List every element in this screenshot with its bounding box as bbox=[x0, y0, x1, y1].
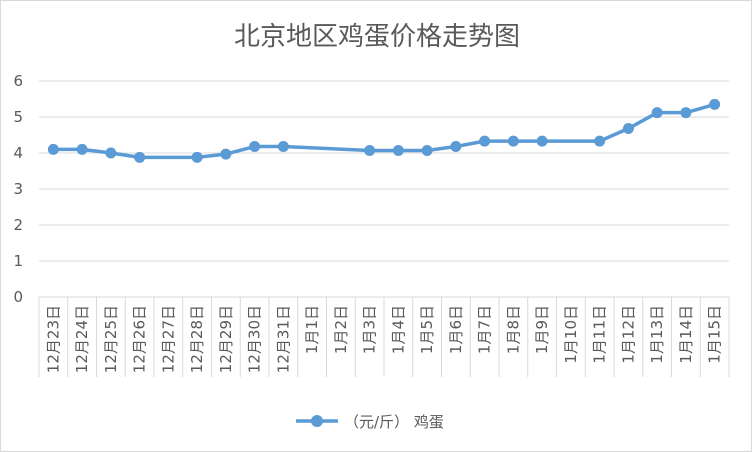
x-tick-label: 1月9日 bbox=[533, 305, 551, 354]
data-point bbox=[220, 148, 232, 160]
data-point bbox=[507, 135, 519, 147]
data-point bbox=[105, 147, 117, 159]
x-tick-label: 1月8日 bbox=[504, 305, 522, 354]
series-layer bbox=[47, 98, 721, 163]
grid-lines bbox=[39, 80, 729, 298]
legend-label: （元/斤） 鸡蛋 bbox=[344, 413, 444, 431]
data-point bbox=[651, 107, 663, 119]
x-tick-label: 12月23日 bbox=[44, 305, 62, 373]
data-point bbox=[134, 151, 146, 163]
x-tick-label: 12月25日 bbox=[102, 305, 120, 373]
legend-marker bbox=[311, 415, 323, 427]
y-tick-label: 3 bbox=[13, 180, 23, 198]
series-line bbox=[53, 102, 716, 160]
x-tick-label: 1月1日 bbox=[303, 305, 321, 354]
x-tick-label: 1月10日 bbox=[562, 305, 580, 364]
data-point bbox=[47, 143, 59, 155]
x-tick-label: 1月11日 bbox=[591, 305, 609, 364]
data-point bbox=[249, 141, 261, 153]
x-tick-label: 1月15日 bbox=[706, 305, 724, 364]
x-tick-label: 1月7日 bbox=[476, 305, 494, 354]
data-point bbox=[392, 144, 404, 156]
x-tick-label: 1月2日 bbox=[332, 305, 350, 354]
x-tick-label: 12月29日 bbox=[217, 305, 235, 373]
data-point bbox=[479, 135, 491, 147]
x-tick-label: 1月6日 bbox=[447, 305, 465, 354]
x-tick-label: 12月28日 bbox=[188, 305, 206, 373]
data-point bbox=[536, 135, 548, 147]
x-axis: 12月23日 12月24日 12月25日 12月26日 12月27日 12月28日 12月2… bbox=[38, 297, 730, 377]
y-tick-label: 1 bbox=[13, 252, 23, 270]
x-tick-label: 1月5日 bbox=[418, 305, 436, 354]
x-tick-label: 1月3日 bbox=[361, 305, 379, 354]
data-point bbox=[709, 98, 721, 110]
y-tick-label: 0 bbox=[13, 288, 23, 306]
data-point bbox=[680, 107, 692, 119]
x-tick-label: 1月13日 bbox=[648, 305, 666, 364]
y-tick-label: 2 bbox=[13, 216, 23, 234]
data-point bbox=[277, 141, 289, 153]
y-tick-label: 4 bbox=[13, 144, 23, 162]
data-point bbox=[450, 141, 462, 153]
chart-title: 北京地区鸡蛋价格走势图 bbox=[234, 22, 520, 52]
x-tick-label: 12月31日 bbox=[274, 305, 292, 373]
x-tick-label: 12月30日 bbox=[246, 305, 264, 373]
x-tick-label: 1月12日 bbox=[619, 305, 637, 364]
y-axis-ticks: 0 1 2 3 4 5 6 bbox=[13, 72, 23, 306]
data-point bbox=[594, 135, 606, 147]
data-point bbox=[191, 151, 203, 163]
x-tick-label: 12月24日 bbox=[73, 305, 91, 373]
legend: （元/斤） 鸡蛋 bbox=[296, 413, 444, 431]
x-tick-label: 1月14日 bbox=[677, 305, 695, 364]
x-tick-label: 12月26日 bbox=[131, 305, 149, 373]
y-tick-label: 6 bbox=[13, 72, 23, 90]
x-tick-label: 12月27日 bbox=[159, 305, 177, 373]
data-point bbox=[622, 123, 634, 135]
data-point bbox=[421, 144, 433, 156]
y-tick-label: 5 bbox=[13, 108, 23, 126]
data-point bbox=[76, 143, 88, 155]
x-tick-label: 1月4日 bbox=[389, 305, 407, 354]
data-point bbox=[364, 144, 376, 156]
